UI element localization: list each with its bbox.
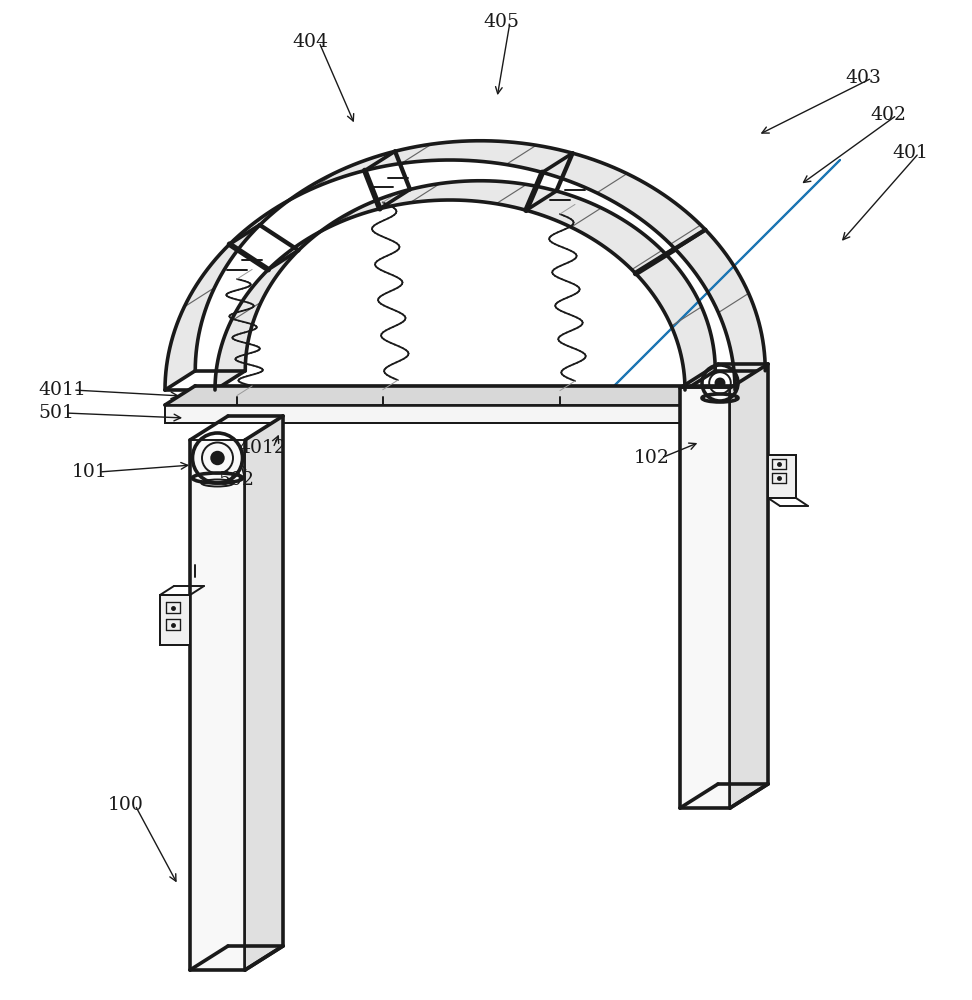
- Polygon shape: [245, 416, 283, 970]
- Circle shape: [715, 378, 724, 387]
- Polygon shape: [190, 440, 245, 970]
- Text: 401: 401: [892, 144, 928, 162]
- Polygon shape: [165, 405, 735, 423]
- Text: 402: 402: [870, 106, 906, 124]
- Polygon shape: [680, 388, 730, 808]
- Text: 4012: 4012: [238, 439, 286, 457]
- Text: 404: 404: [292, 33, 328, 51]
- Text: 101: 101: [72, 463, 108, 481]
- Text: 403: 403: [845, 69, 881, 87]
- Polygon shape: [165, 141, 765, 390]
- Text: 501: 501: [38, 404, 74, 422]
- Text: 4011: 4011: [38, 381, 86, 399]
- Circle shape: [211, 452, 224, 464]
- Text: 502: 502: [218, 471, 254, 489]
- Text: 100: 100: [108, 796, 144, 814]
- Text: 405: 405: [483, 13, 519, 31]
- Polygon shape: [215, 181, 715, 390]
- Polygon shape: [165, 386, 765, 405]
- Polygon shape: [160, 595, 190, 645]
- Polygon shape: [730, 364, 768, 808]
- Text: 102: 102: [634, 449, 670, 467]
- Polygon shape: [768, 455, 796, 498]
